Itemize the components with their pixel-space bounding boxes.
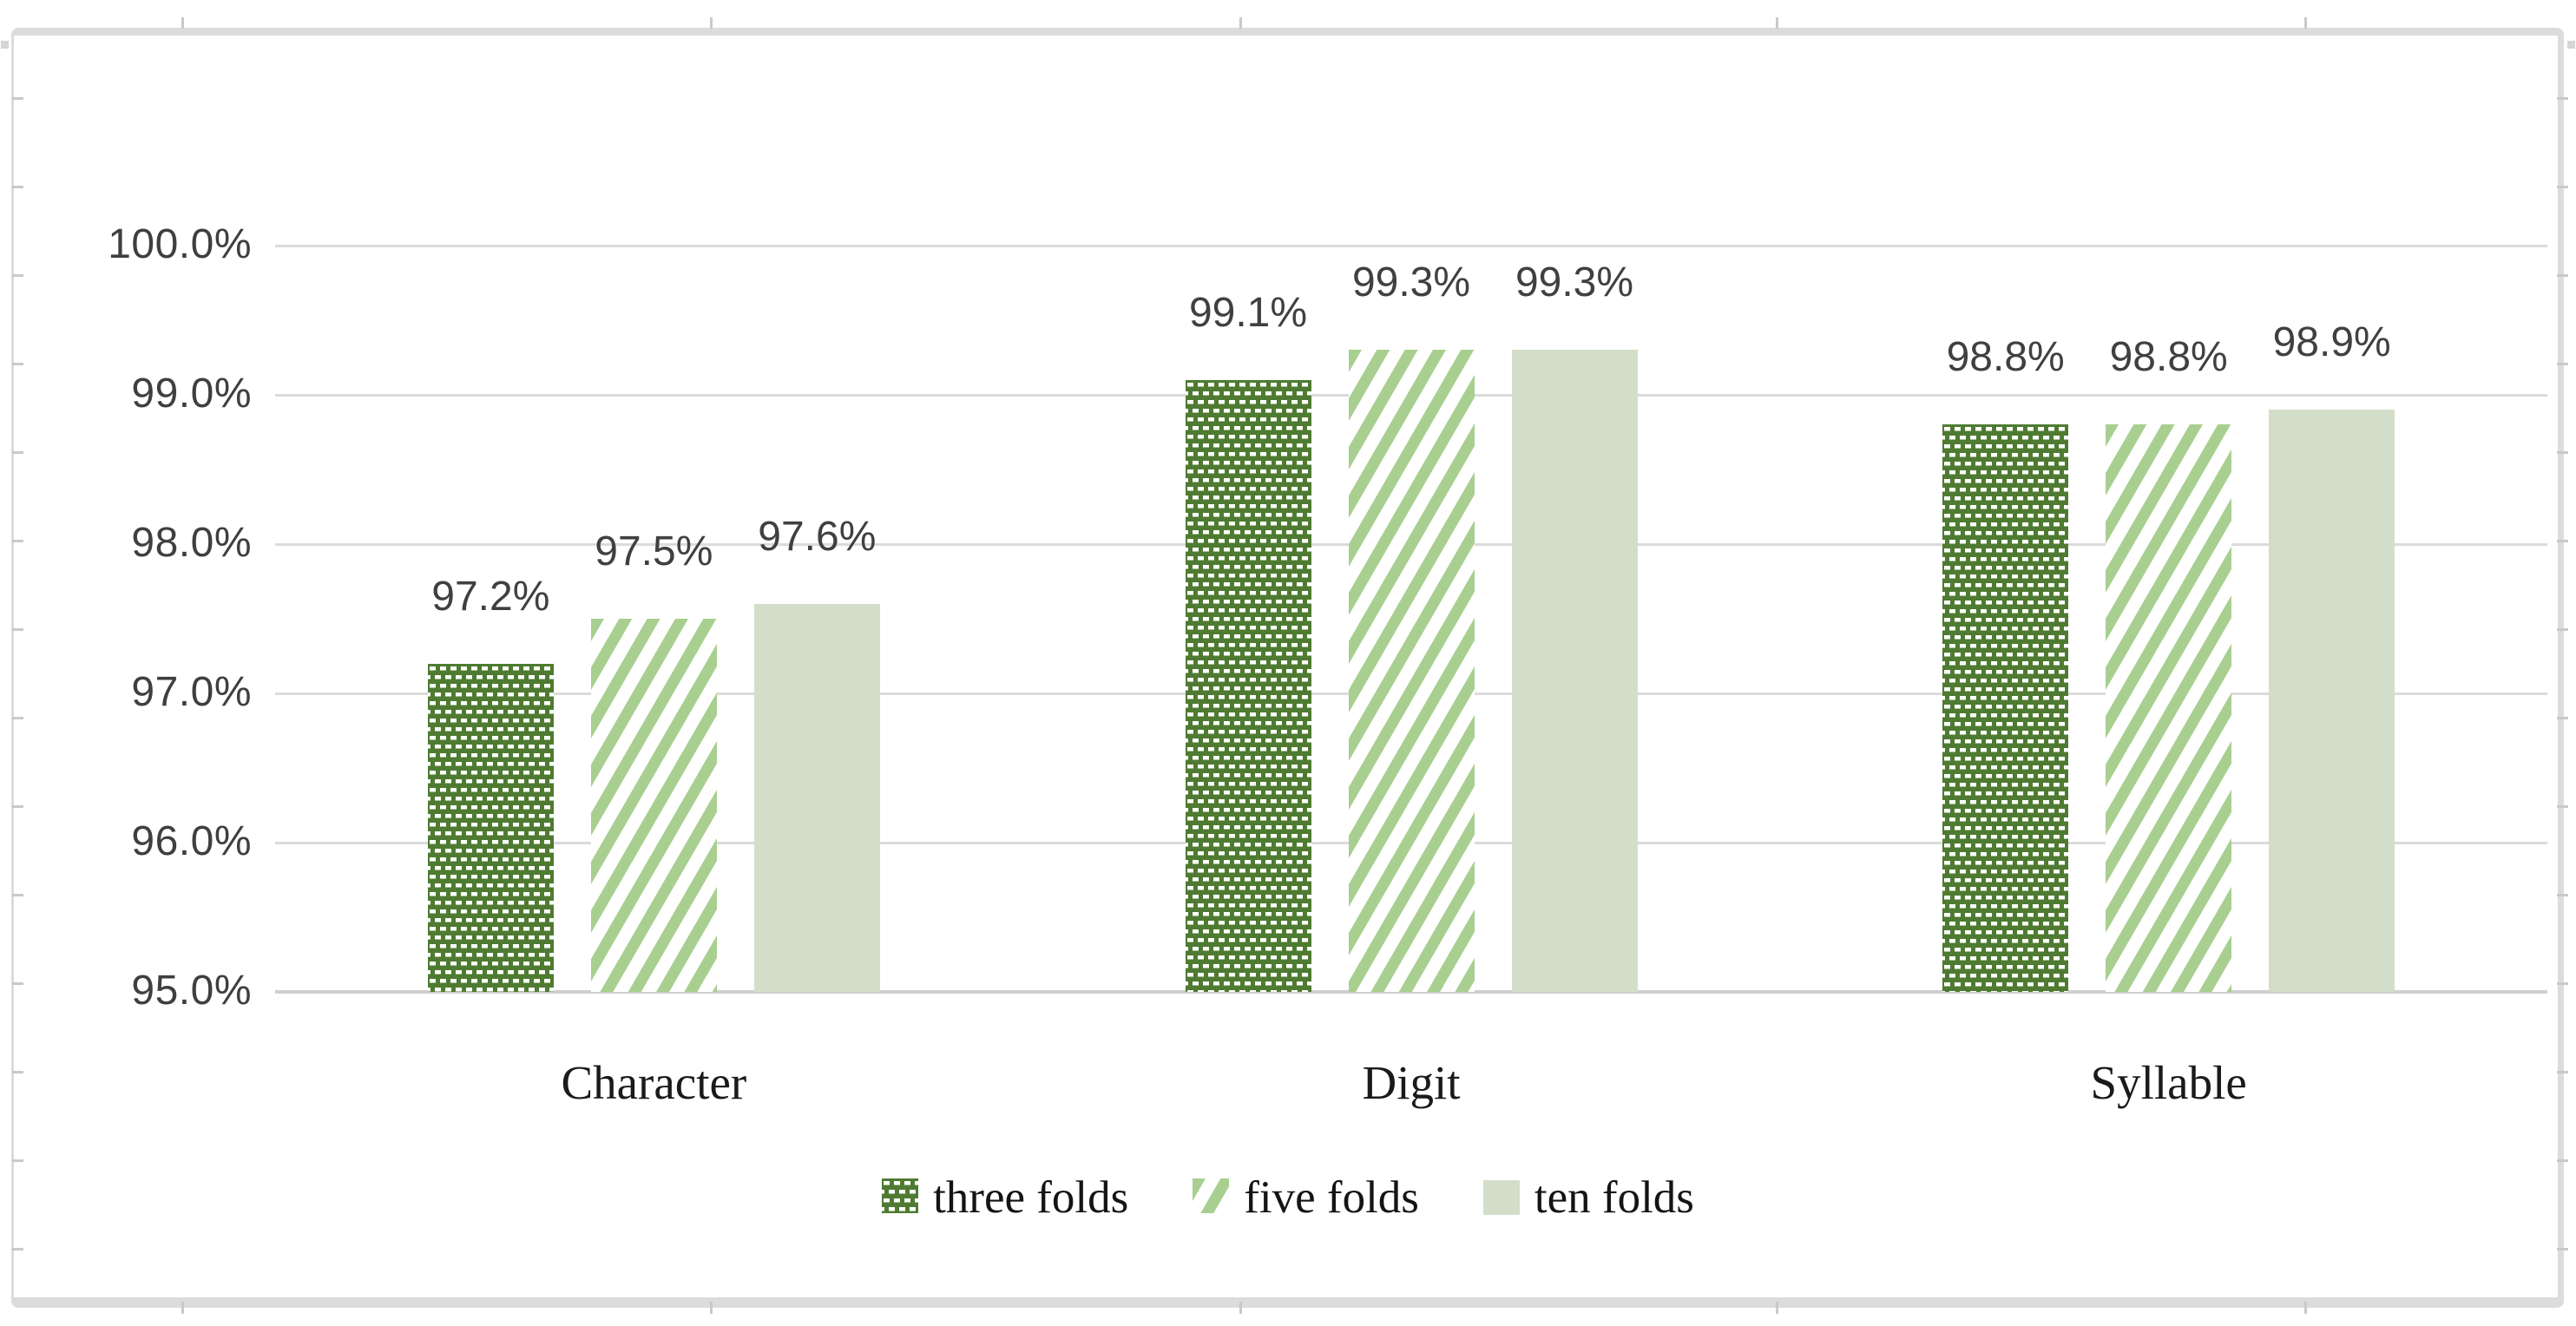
legend-item-ten-folds: ten folds xyxy=(1482,1172,1694,1224)
data-label-three-folds-character: 97.2% xyxy=(431,574,550,620)
bar-three-folds-digit xyxy=(1185,380,1311,992)
edge-tick-left xyxy=(12,186,23,188)
legend-item-five-folds: five folds xyxy=(1193,1172,1419,1224)
edge-tick-bottom xyxy=(1239,1302,1242,1314)
data-label-ten-folds-digit: 99.3% xyxy=(1515,259,1634,305)
edge-tick-left xyxy=(12,894,23,896)
data-label-ten-folds-character: 97.6% xyxy=(758,514,877,560)
edge-tick-right xyxy=(2557,540,2568,542)
edge-tick-top xyxy=(181,17,184,29)
x-axis-line xyxy=(275,990,2547,994)
data-label-three-folds-digit: 99.1% xyxy=(1188,290,1308,336)
legend-swatch-diagonal-stripes-icon xyxy=(1193,1178,1230,1218)
edge-tick-right xyxy=(2557,1071,2568,1073)
category-label-syllable: Syllable xyxy=(2090,1056,2247,1109)
edge-tick-right xyxy=(2557,186,2568,188)
edge-tick-right xyxy=(2557,363,2568,365)
edge-tick-left xyxy=(12,451,23,454)
edge-tick-left xyxy=(12,1248,23,1251)
edge-tick-left xyxy=(12,982,23,985)
gridline xyxy=(275,245,2547,247)
edge-tick-right xyxy=(2557,805,2568,808)
bar-five-folds-digit xyxy=(1348,350,1475,992)
legend-item-three-folds: three folds xyxy=(882,1172,1128,1224)
y-axis-tick-label: 100.0% xyxy=(108,221,252,267)
edge-tick-bottom xyxy=(710,1302,713,1314)
edge-handle xyxy=(1,41,9,49)
edge-tick-left xyxy=(12,97,23,100)
data-label-five-folds-digit: 99.3% xyxy=(1351,259,1471,305)
bar-three-folds-character xyxy=(427,664,554,992)
bar-ten-folds-syllable xyxy=(2269,410,2395,992)
edge-tick-left xyxy=(12,1159,23,1162)
y-axis-tick-label: 95.0% xyxy=(131,968,252,1014)
edge-tick-right xyxy=(2557,717,2568,719)
data-label-five-folds-syllable: 98.8% xyxy=(2109,334,2228,380)
data-label-three-folds-syllable: 98.8% xyxy=(1946,334,2065,380)
edge-tick-right xyxy=(2557,274,2568,277)
edge-tick-bottom xyxy=(1776,1302,1778,1314)
edge-tick-right xyxy=(2557,451,2568,454)
bar-five-folds-character xyxy=(590,619,717,992)
edge-tick-top xyxy=(1239,17,1242,29)
y-axis-tick-label: 98.0% xyxy=(131,520,252,566)
edge-tick-left xyxy=(12,717,23,719)
bar-ten-folds-digit xyxy=(1511,350,1638,992)
edge-tick-top xyxy=(1776,17,1778,29)
edge-tick-left xyxy=(12,1071,23,1073)
y-axis-tick-label: 97.0% xyxy=(131,669,252,715)
bar-three-folds-syllable xyxy=(1942,424,2069,992)
y-axis-tick-label: 99.0% xyxy=(131,371,252,417)
bar-ten-folds-character xyxy=(753,604,880,992)
legend-label: five folds xyxy=(1244,1172,1419,1223)
legend-swatch-dotted-grid-icon xyxy=(882,1178,919,1218)
edge-tick-right xyxy=(2557,1159,2568,1162)
edge-tick-right xyxy=(2557,982,2568,985)
edge-tick-right xyxy=(2557,97,2568,100)
edge-tick-left xyxy=(12,540,23,542)
edge-tick-left xyxy=(12,805,23,808)
category-label-character: Character xyxy=(561,1056,747,1109)
category-label-digit: Digit xyxy=(1362,1056,1461,1109)
legend-swatch-solid-icon xyxy=(1482,1180,1520,1215)
edge-tick-bottom xyxy=(181,1302,184,1314)
y-axis-tick-label: 96.0% xyxy=(131,818,252,864)
edge-handle xyxy=(2567,41,2575,49)
data-label-five-folds-character: 97.5% xyxy=(595,528,713,574)
edge-tick-left xyxy=(12,363,23,365)
legend-label: three folds xyxy=(933,1172,1129,1223)
edge-tick-right xyxy=(2557,628,2568,631)
edge-tick-right xyxy=(2557,894,2568,896)
legend-label: ten folds xyxy=(1534,1172,1694,1223)
edge-tick-right xyxy=(2557,1248,2568,1251)
edge-tick-left xyxy=(12,628,23,631)
bar-five-folds-syllable xyxy=(2106,424,2232,992)
edge-tick-bottom xyxy=(2304,1302,2307,1314)
edge-tick-left xyxy=(12,274,23,277)
edge-tick-top xyxy=(2304,17,2307,29)
edge-tick-top xyxy=(710,17,713,29)
data-label-ten-folds-syllable: 98.9% xyxy=(2272,319,2391,365)
legend: three folds five folds ten folds xyxy=(0,1159,2576,1236)
